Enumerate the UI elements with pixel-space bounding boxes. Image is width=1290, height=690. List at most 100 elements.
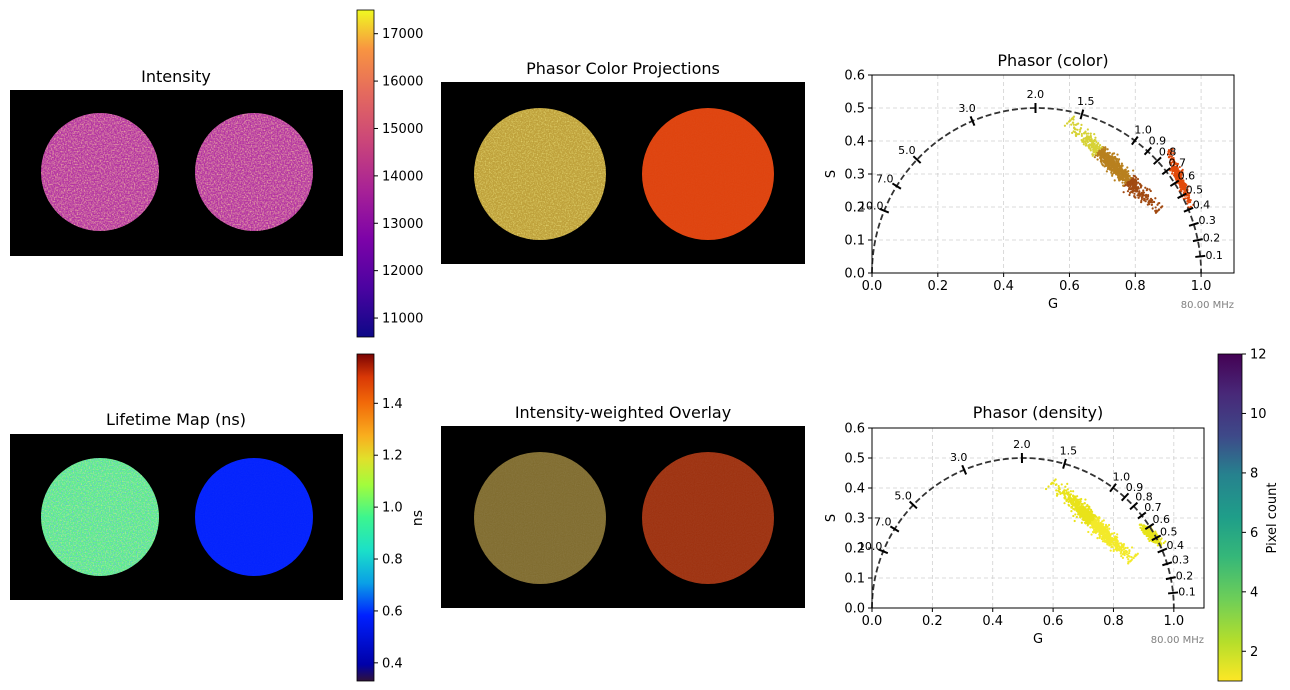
phasor-point: [1099, 528, 1102, 531]
phasor-point: [1110, 166, 1113, 169]
series-long-lifetime: [1044, 478, 1139, 565]
lifetime-tick: [1144, 522, 1155, 531]
phasor-point: [1154, 197, 1157, 200]
phasor-point: [1136, 194, 1139, 197]
phasor-point: [1083, 510, 1087, 513]
count-colorbar-tick-label: 6: [1250, 526, 1258, 541]
phasor-color-plot: Phasor (color) 0.10.20.30.40.50.60.70.80…: [824, 51, 1235, 312]
phasor-point: [1070, 506, 1073, 509]
phasor-point: [1108, 155, 1111, 158]
phasor-point: [1122, 191, 1125, 194]
phasor-point: [1187, 201, 1191, 204]
phasor-point: [1132, 185, 1135, 188]
phasor-point: [1070, 123, 1073, 126]
x-tick-label: 0.6: [1043, 614, 1064, 629]
phasor-point: [1052, 482, 1055, 485]
lifetime-tick-label: 10.0: [859, 199, 884, 212]
y-tick-label: 0.4: [844, 482, 865, 497]
phasor-point: [1065, 492, 1068, 495]
phasor-point: [1121, 556, 1125, 559]
phasor-point: [1106, 163, 1109, 166]
phasor-point: [1180, 180, 1183, 183]
phasor-point: [1142, 194, 1146, 197]
phasor-point: [1098, 145, 1101, 148]
lifetime-tick-label: 0.7: [1169, 157, 1187, 170]
phasor-point: [1060, 483, 1063, 486]
phasor-point: [1101, 540, 1105, 543]
phasor-point: [1172, 174, 1176, 177]
phasor-point: [1187, 194, 1191, 197]
phasor-point: [1058, 488, 1061, 491]
phasor-point: [1072, 507, 1075, 510]
count-colorbar-label: Pixel count: [1265, 483, 1280, 554]
phasor-point: [1129, 176, 1132, 180]
phasor-point: [1171, 160, 1175, 163]
phasor-point: [1117, 178, 1121, 181]
lifetime-colorbar-tick-label: 1.2: [382, 449, 403, 464]
phasor-point: [1113, 531, 1116, 535]
x-tick-label: 0.6: [1059, 279, 1080, 294]
phasor-point: [1154, 211, 1157, 214]
phasor-point: [1054, 483, 1057, 487]
phasor-point: [1132, 556, 1135, 560]
y-tick-label: 0.5: [844, 102, 865, 117]
intensity-colorbar: 11000 12000 13000 14000 15000 16000 17000: [356, 9, 423, 338]
phasor-point: [1121, 181, 1124, 184]
phasor-point: [1081, 507, 1084, 510]
phasor-point: [1110, 537, 1113, 541]
phasor-point: [1107, 531, 1110, 534]
phasor-point: [1164, 540, 1167, 543]
phasor-point: [1085, 132, 1088, 135]
phasor-point: [1107, 523, 1111, 527]
phasor-point: [1082, 143, 1085, 146]
phasor-point: [1110, 532, 1113, 536]
phasor-point: [1110, 545, 1113, 549]
lifetime-tick: [1137, 511, 1147, 520]
lifetime-tick-label: 0.9: [1149, 135, 1167, 148]
phasor-point: [1132, 183, 1135, 186]
phasor-point: [1072, 490, 1075, 493]
phasor-point: [1107, 157, 1111, 160]
series-short-lifetime: [1166, 148, 1195, 212]
phasor-point: [1108, 527, 1111, 530]
phasor-point: [1142, 530, 1145, 534]
phasor-point: [1084, 498, 1087, 501]
phasor-point: [1166, 152, 1170, 156]
phasor-point: [1089, 526, 1092, 529]
phasor-point: [1105, 170, 1108, 173]
lifetime-tick: [1162, 561, 1173, 567]
phasor-point: [1127, 181, 1130, 184]
phasor-point: [1170, 150, 1173, 153]
x-axis-label: G: [1048, 297, 1058, 312]
phasor-point: [1078, 515, 1082, 519]
phasor-density-plot: Phasor (density) 0.10.20.30.40.50.60.70.…: [824, 403, 1205, 647]
phasor-point: [1057, 489, 1060, 492]
phasor-point: [1088, 506, 1091, 510]
lifetime-tick: [969, 116, 976, 126]
phasor-point: [1124, 184, 1127, 187]
phasor-point: [1076, 503, 1079, 506]
phasor-point: [1086, 137, 1089, 140]
phasor-point: [1120, 162, 1124, 165]
lifetime-tick-label: 0.2: [1203, 231, 1221, 244]
phasor-point: [1087, 132, 1090, 135]
x-axis-label: G: [1033, 632, 1043, 647]
intensity-colorbar-tick-label: 11000: [382, 312, 423, 327]
phasor-point: [1143, 529, 1146, 532]
phasor-point: [1087, 530, 1090, 534]
phasor-point: [1095, 140, 1098, 144]
frequency-label: 80.00 MHz: [1181, 300, 1234, 311]
phasor-point: [1103, 149, 1106, 152]
phasor-point: [1063, 496, 1066, 499]
phasor-point: [1123, 170, 1126, 174]
phasor-point: [1130, 190, 1133, 193]
phasor-point: [1149, 189, 1152, 193]
phasor-point: [1159, 538, 1162, 541]
phasor-point: [1133, 555, 1136, 558]
phasor-point: [1115, 173, 1118, 176]
projection-title: Phasor Color Projections: [526, 59, 720, 78]
phasor-point: [1086, 512, 1090, 515]
phasor-point: [1080, 132, 1083, 136]
phasor-point: [1117, 548, 1121, 551]
